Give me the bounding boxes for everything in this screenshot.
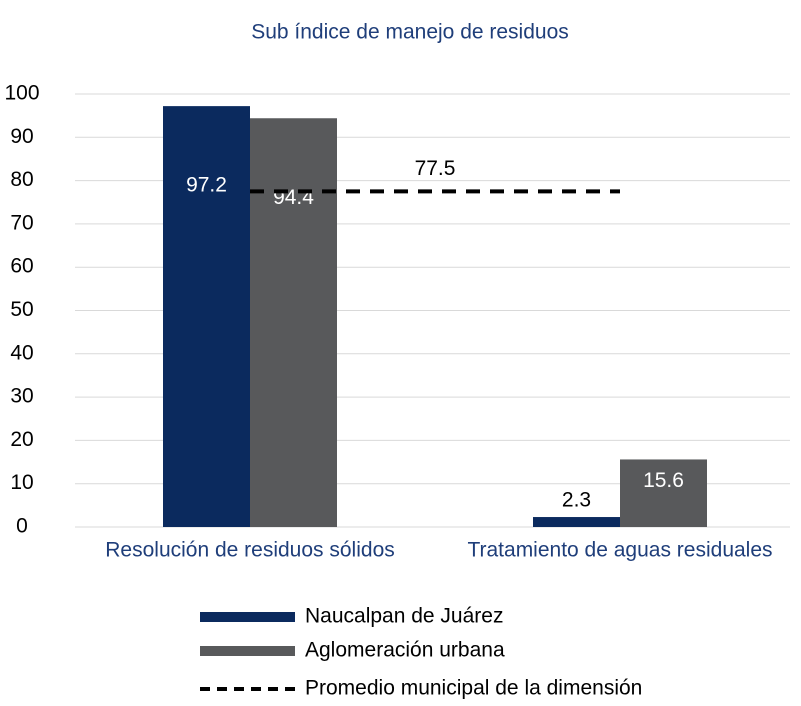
data-label: 2.3 [562, 489, 591, 512]
x-tick-label: Tratamiento de aguas residuales [467, 539, 772, 562]
y-tick-label: 100 [4, 82, 39, 105]
y-tick-label: 10 [10, 471, 33, 494]
y-tick-label: 0 [16, 515, 28, 538]
y-tick-label: 50 [10, 298, 33, 321]
bar [533, 517, 620, 527]
chart-title: Sub índice de manejo de residuos [251, 21, 569, 44]
data-label: 97.2 [186, 174, 227, 197]
legend-swatch [200, 646, 295, 656]
reference-label: 77.5 [415, 157, 456, 180]
x-tick-label: Resolución de residuos sólidos [105, 539, 395, 562]
y-tick-label: 40 [10, 341, 33, 364]
y-tick-label: 20 [10, 428, 33, 451]
bar [250, 118, 337, 528]
data-label: 15.6 [643, 469, 684, 492]
data-label: 94.4 [273, 186, 314, 209]
legend-label: Naucalpan de Juárez [305, 605, 503, 628]
legend-label: Promedio municipal de la dimensión [305, 677, 642, 700]
y-tick-label: 30 [10, 385, 33, 408]
bar [620, 459, 707, 527]
legend-label: Aglomeración urbana [305, 639, 505, 662]
y-tick-label: 80 [10, 168, 33, 191]
y-tick-label: 60 [10, 255, 33, 278]
legend-swatch [200, 612, 295, 622]
y-tick-label: 70 [10, 211, 33, 234]
y-tick-label: 90 [10, 125, 33, 148]
bar [163, 106, 250, 528]
